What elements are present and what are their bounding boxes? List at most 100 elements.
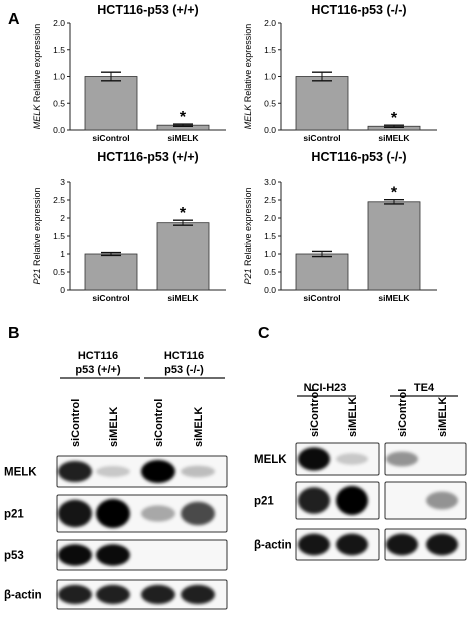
x-category-label: siControl: [303, 133, 340, 143]
svg-text:HCT116: HCT116: [78, 350, 118, 362]
bar-chart-3: HCT116-p53 (+/+) 0 0.5 1 1.5 2 2.5 3 P21 Relativ…: [32, 150, 226, 303]
band-shape: [181, 501, 215, 526]
svg-text:p53 (-/-): p53 (-/-): [164, 364, 204, 376]
blot-band: [58, 584, 92, 605]
blot-band: [298, 533, 330, 556]
blot-band: [386, 533, 418, 556]
bar-sicontrol: [84, 253, 138, 291]
y-tick-label: 0.0: [264, 285, 276, 295]
blot-band: [181, 501, 215, 526]
sample-group-label: HCT116 p53 (+/+): [60, 350, 140, 379]
blot-row-p53: p53: [4, 539, 228, 571]
blot-row-label: β-actin: [4, 590, 42, 602]
y-tick-label: 3.0: [264, 177, 276, 187]
sample-group-label: HCT116 p53 (-/-): [144, 350, 225, 379]
blot-band: [298, 447, 330, 471]
y-tick-label: 1.5: [264, 45, 276, 55]
y-tick-label: 1.5: [53, 231, 65, 241]
lane-label-simelk: siMELK: [437, 397, 449, 437]
panel-letter-c: C: [258, 325, 270, 342]
band-shape: [96, 466, 130, 477]
significance-star: *: [180, 109, 187, 126]
y-tick-label: 1: [60, 249, 65, 259]
blot-band: [58, 499, 92, 528]
y-tick-label: 0.5: [53, 98, 65, 108]
band-shape: [58, 460, 92, 483]
svg-text:NCI-H23: NCI-H23: [304, 382, 347, 394]
y-tick-label: 1.0: [264, 72, 276, 82]
blot-row-label: β-actin: [254, 540, 292, 552]
lane-label-sicontrol: siControl: [153, 399, 165, 447]
lane-label-simelk: siMELK: [108, 407, 120, 447]
band-shape: [298, 447, 330, 471]
bar-simelk: [156, 222, 210, 291]
band-shape: [58, 499, 92, 528]
significance-star: *: [391, 110, 398, 127]
band-shape: [336, 533, 368, 556]
band-shape: [58, 584, 92, 605]
significance-star: *: [180, 205, 187, 222]
band-shape: [426, 491, 458, 510]
blot-band: [96, 584, 130, 605]
band-shape: [298, 487, 330, 514]
panel-b-western-blot: HCT116 p53 (+/+) HCT116 p53 (-/-) siControl s…: [4, 350, 228, 610]
x-category-label: siMELK: [378, 133, 410, 143]
y-tick-label: 2.0: [53, 18, 65, 28]
y-tick-label: 2.5: [53, 195, 65, 205]
blot-band: [58, 544, 92, 566]
panel-letter-a: A: [8, 11, 20, 28]
y-tick-label: 0.5: [53, 267, 65, 277]
blot-band: [141, 584, 175, 605]
blot-band: [141, 505, 175, 522]
blot-row-label: p21: [4, 509, 24, 521]
bar-chart-4: HCT116-p53 (-/-) 0.0 0.5 1.0 1.5 2.0 2.5 3.0 P21…: [243, 150, 437, 303]
blot-row-p21: p21: [4, 494, 228, 533]
y-tick-label: 1.0: [53, 72, 65, 82]
lane-label-simelk: siMELK: [193, 407, 205, 447]
svg-text:HCT116: HCT116: [164, 350, 204, 362]
blot-row-label: p53: [4, 550, 24, 562]
bar-sicontrol: [295, 253, 349, 291]
y-tick-label: 2: [60, 213, 65, 223]
blot-row-label: MELK: [4, 467, 37, 479]
blot-band: [58, 460, 92, 483]
y-axis-label: MELK Relative expression: [32, 24, 42, 130]
band-shape: [386, 451, 418, 467]
band-shape: [336, 486, 368, 515]
x-category-label: siControl: [303, 293, 340, 303]
chart-title: HCT116-p53 (+/+): [97, 3, 198, 17]
band-shape: [141, 584, 175, 605]
y-tick-label: 1.0: [264, 249, 276, 259]
band-shape: [96, 544, 130, 566]
y-tick-label: 3: [60, 177, 65, 187]
lane-label-simelk: siMELK: [347, 397, 359, 437]
chart-title: HCT116-p53 (-/-): [311, 3, 406, 17]
blot-membrane: [56, 539, 228, 571]
y-tick-label: 1.5: [264, 231, 276, 241]
chart-title: HCT116-p53 (-/-): [311, 150, 406, 164]
bar-sicontrol: [84, 76, 138, 131]
x-category-label: siMELK: [167, 133, 199, 143]
x-category-label: siMELK: [378, 293, 410, 303]
x-category-label: siMELK: [167, 293, 199, 303]
band-shape: [141, 505, 175, 522]
blot-row-beta-actin: β-actin: [254, 528, 467, 561]
blot-row-p21: p21: [254, 481, 467, 520]
bar-simelk: [367, 201, 421, 291]
y-tick-label: 0.0: [264, 125, 276, 135]
chart-title: HCT116-p53 (+/+): [97, 150, 198, 164]
blot-band: [336, 533, 368, 556]
band-shape: [181, 465, 215, 478]
blot-membrane: [384, 442, 467, 476]
band-shape: [336, 453, 368, 465]
x-category-label: siControl: [92, 133, 129, 143]
blot-band: [336, 453, 368, 465]
sample-group-label: NCI-H23: [297, 382, 356, 397]
band-shape: [141, 460, 175, 483]
blot-row-label: p21: [254, 496, 274, 508]
blot-row-melk: MELK: [4, 455, 228, 488]
band-shape: [96, 499, 130, 528]
y-tick-label: 2.0: [264, 213, 276, 223]
svg-text:p53 (+/+): p53 (+/+): [75, 364, 121, 376]
